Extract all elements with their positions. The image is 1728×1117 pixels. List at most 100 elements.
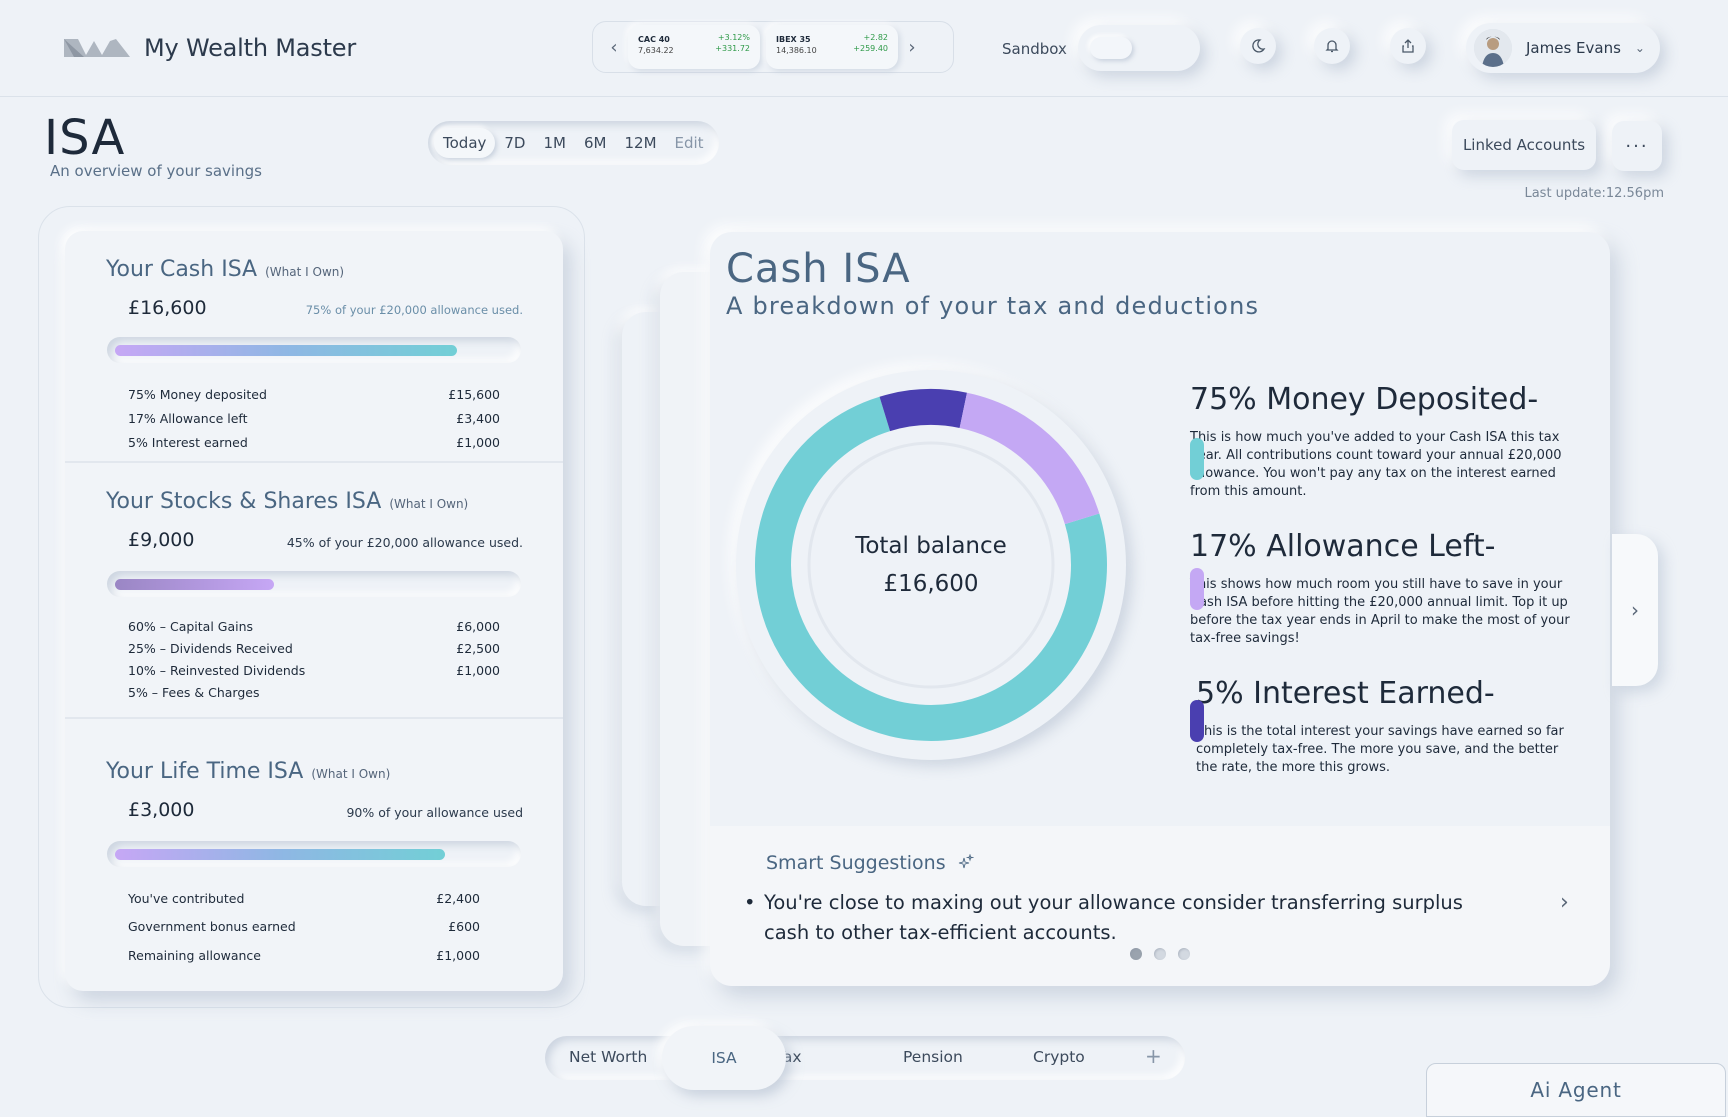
smart-suggestions: Smart Suggestions You're close to maxing…: [710, 826, 1610, 986]
nav-item-isa[interactable]: ISA: [662, 1026, 786, 1090]
legend-allowance-left: 17% Allowance Left- This shows how much …: [1190, 529, 1570, 648]
isa-title-text: Your Stocks & Shares ISA: [106, 489, 382, 514]
ticker-card-ibex35[interactable]: IBEX 35 14,386.10 +2.82 +259.40: [766, 25, 898, 69]
more-options-button[interactable]: ···: [1612, 121, 1662, 171]
breakdown-title: Cash ISA: [726, 246, 911, 292]
pagination-dot[interactable]: [1154, 948, 1166, 960]
top-header: My Wealth Master ‹ CAC 40 7,634.22 +3.12…: [0, 0, 1728, 97]
isa-progress-bar: [107, 337, 521, 363]
share-button[interactable]: [1390, 28, 1426, 64]
pagination-dot[interactable]: [1130, 948, 1142, 960]
app-name: My Wealth Master: [144, 34, 357, 62]
ticker-name: CAC 40: [638, 35, 670, 44]
isa-summary-panel: Your Cash ISA (What I Own) £16,600 75% of…: [38, 206, 585, 1008]
isa-title-text: Your Life Time ISA: [106, 759, 304, 784]
linked-accounts-button[interactable]: Linked Accounts: [1452, 120, 1596, 170]
range-tab-today[interactable]: Today: [434, 128, 496, 158]
donut-segment-interest-earned: [879, 389, 967, 432]
isa-amount: £3,000: [128, 799, 195, 821]
page-subtitle: An overview of your savings: [50, 162, 262, 180]
isa-allowance-note: 75% of your £20,000 allowance used.: [305, 303, 523, 317]
add-tab-icon[interactable]: +: [1145, 1044, 1162, 1068]
range-tab-6m[interactable]: 6M: [583, 134, 607, 152]
legend-heading: 75% Money Deposited-: [1190, 382, 1539, 417]
ticker-value: 14,386.10: [776, 46, 817, 55]
chevron-down-icon: ⌄: [1634, 41, 1645, 55]
ticker-card-cac40[interactable]: CAC 40 7,634.22 +3.12% +331.72: [628, 25, 760, 69]
isa-progress-fill: [115, 579, 274, 590]
stocks-shares-isa-section[interactable]: Your Stocks & Shares ISA (What I Own) £9,…: [65, 463, 563, 719]
isa-row: 5% – Fees & Charges: [128, 685, 260, 700]
pagination-dot[interactable]: [1178, 948, 1190, 960]
sparkle-icon: [958, 853, 974, 869]
sandbox-toggle[interactable]: [1078, 25, 1200, 71]
isa-row: 75% Money deposited £15,600: [128, 387, 500, 402]
donut-svg: [755, 389, 1107, 741]
suggestion-pagination: [1130, 948, 1190, 960]
notifications-button[interactable]: [1314, 28, 1350, 64]
isa-title: Your Life Time ISA (What I Own): [106, 759, 390, 784]
dark-mode-button[interactable]: [1240, 28, 1276, 64]
isa-title: Your Stocks & Shares ISA (What I Own): [106, 489, 468, 514]
nav-item-net-worth[interactable]: Net Worth: [569, 1048, 648, 1066]
isa-row: 25% – Dividends Received £2,500: [128, 641, 500, 656]
ticker-prev-icon[interactable]: ‹: [610, 36, 618, 58]
legend-interest-earned: 5% Interest Earned- This is the total in…: [1196, 676, 1570, 777]
isa-allowance-note: 90% of your allowance used: [346, 805, 523, 820]
isa-row: 10% – Reinvested Dividends £1,000: [128, 663, 500, 678]
legend-swatch: [1190, 438, 1204, 480]
isa-progress-fill: [115, 345, 457, 356]
isa-allowance-note: 45% of your £20,000 allowance used.: [286, 535, 523, 550]
isa-amount: £16,600: [128, 297, 207, 319]
suggestion-next-icon[interactable]: ›: [1560, 890, 1569, 915]
donut-center: Total balance £16,600: [736, 370, 1126, 760]
ticker-change: +259.40: [853, 44, 888, 53]
cash-isa-section[interactable]: Your Cash ISA (What I Own) £16,600 75% of…: [65, 231, 563, 463]
isa-row: 5% Interest earned £1,000: [128, 435, 500, 450]
donut-inner-well: [807, 441, 1055, 689]
range-tab-edit[interactable]: Edit: [674, 134, 704, 152]
donut-center-label: Total balance: [855, 533, 1007, 559]
ticker-value: 7,634.22: [638, 46, 674, 55]
isa-row: Remaining allowance £1,000: [128, 948, 480, 963]
app-logo[interactable]: My Wealth Master: [64, 34, 356, 62]
isa-progress-bar: [107, 841, 521, 867]
moon-icon: [1252, 39, 1266, 53]
legend-heading: 5% Interest Earned-: [1196, 676, 1495, 711]
nav-item-crypto[interactable]: Crypto: [1033, 1048, 1085, 1066]
isa-tag: (What I Own): [389, 497, 469, 511]
range-tab-1m[interactable]: 1M: [543, 134, 566, 152]
isa-row: You've contributed £2,400: [128, 891, 480, 906]
legend-money-deposited: 75% Money Deposited- This is how much yo…: [1190, 382, 1570, 501]
sandbox-label: Sandbox: [1002, 40, 1067, 58]
donut-center-value: £16,600: [883, 571, 979, 597]
ai-agent-button[interactable]: Ai Agent: [1426, 1063, 1726, 1117]
user-name: James Evans: [1526, 39, 1621, 57]
legend-text: This shows how much room you still have …: [1190, 577, 1570, 646]
legend-heading: 17% Allowance Left-: [1190, 529, 1496, 564]
user-menu[interactable]: James Evans ⌄: [1466, 23, 1660, 73]
lifetime-isa-section[interactable]: Your Life Time ISA (What I Own) £3,000 90…: [65, 719, 563, 991]
avatar-person-icon: [1474, 29, 1512, 67]
isa-tag: (What I Own): [265, 265, 345, 279]
bell-icon: [1325, 40, 1339, 53]
nav-item-pension[interactable]: Pension: [903, 1048, 963, 1066]
ticker-change: +331.72: [715, 44, 750, 53]
isa-title-text: Your Cash ISA: [106, 257, 258, 282]
card-next-button[interactable]: ›: [1612, 534, 1658, 686]
range-tab-7d[interactable]: 7D: [504, 134, 526, 152]
isa-progress-fill: [115, 849, 445, 860]
range-tab-12m[interactable]: 12M: [624, 134, 657, 152]
suggestions-title-text: Smart Suggestions: [766, 852, 946, 874]
ticker-next-icon[interactable]: ›: [908, 36, 916, 58]
breakdown-subtitle: A breakdown of your tax and deductions: [726, 292, 1260, 320]
donut-segment-money-deposited: [755, 396, 1107, 741]
isa-row: Government bonus earned £600: [128, 919, 480, 934]
isa-tag: (What I Own): [311, 767, 391, 781]
market-ticker: ‹ CAC 40 7,634.22 +3.12% +331.72 IBEX 35…: [592, 21, 954, 73]
ticker-name: IBEX 35: [776, 35, 811, 44]
cash-isa-breakdown-card: Cash ISA A breakdown of your tax and ded…: [710, 232, 1610, 986]
ticker-pct: +3.12%: [717, 33, 750, 42]
bottom-nav: Net Worth Tax Pension Crypto +: [545, 1036, 1185, 1080]
isa-row: 17% Allowance left £3,400: [128, 411, 500, 426]
